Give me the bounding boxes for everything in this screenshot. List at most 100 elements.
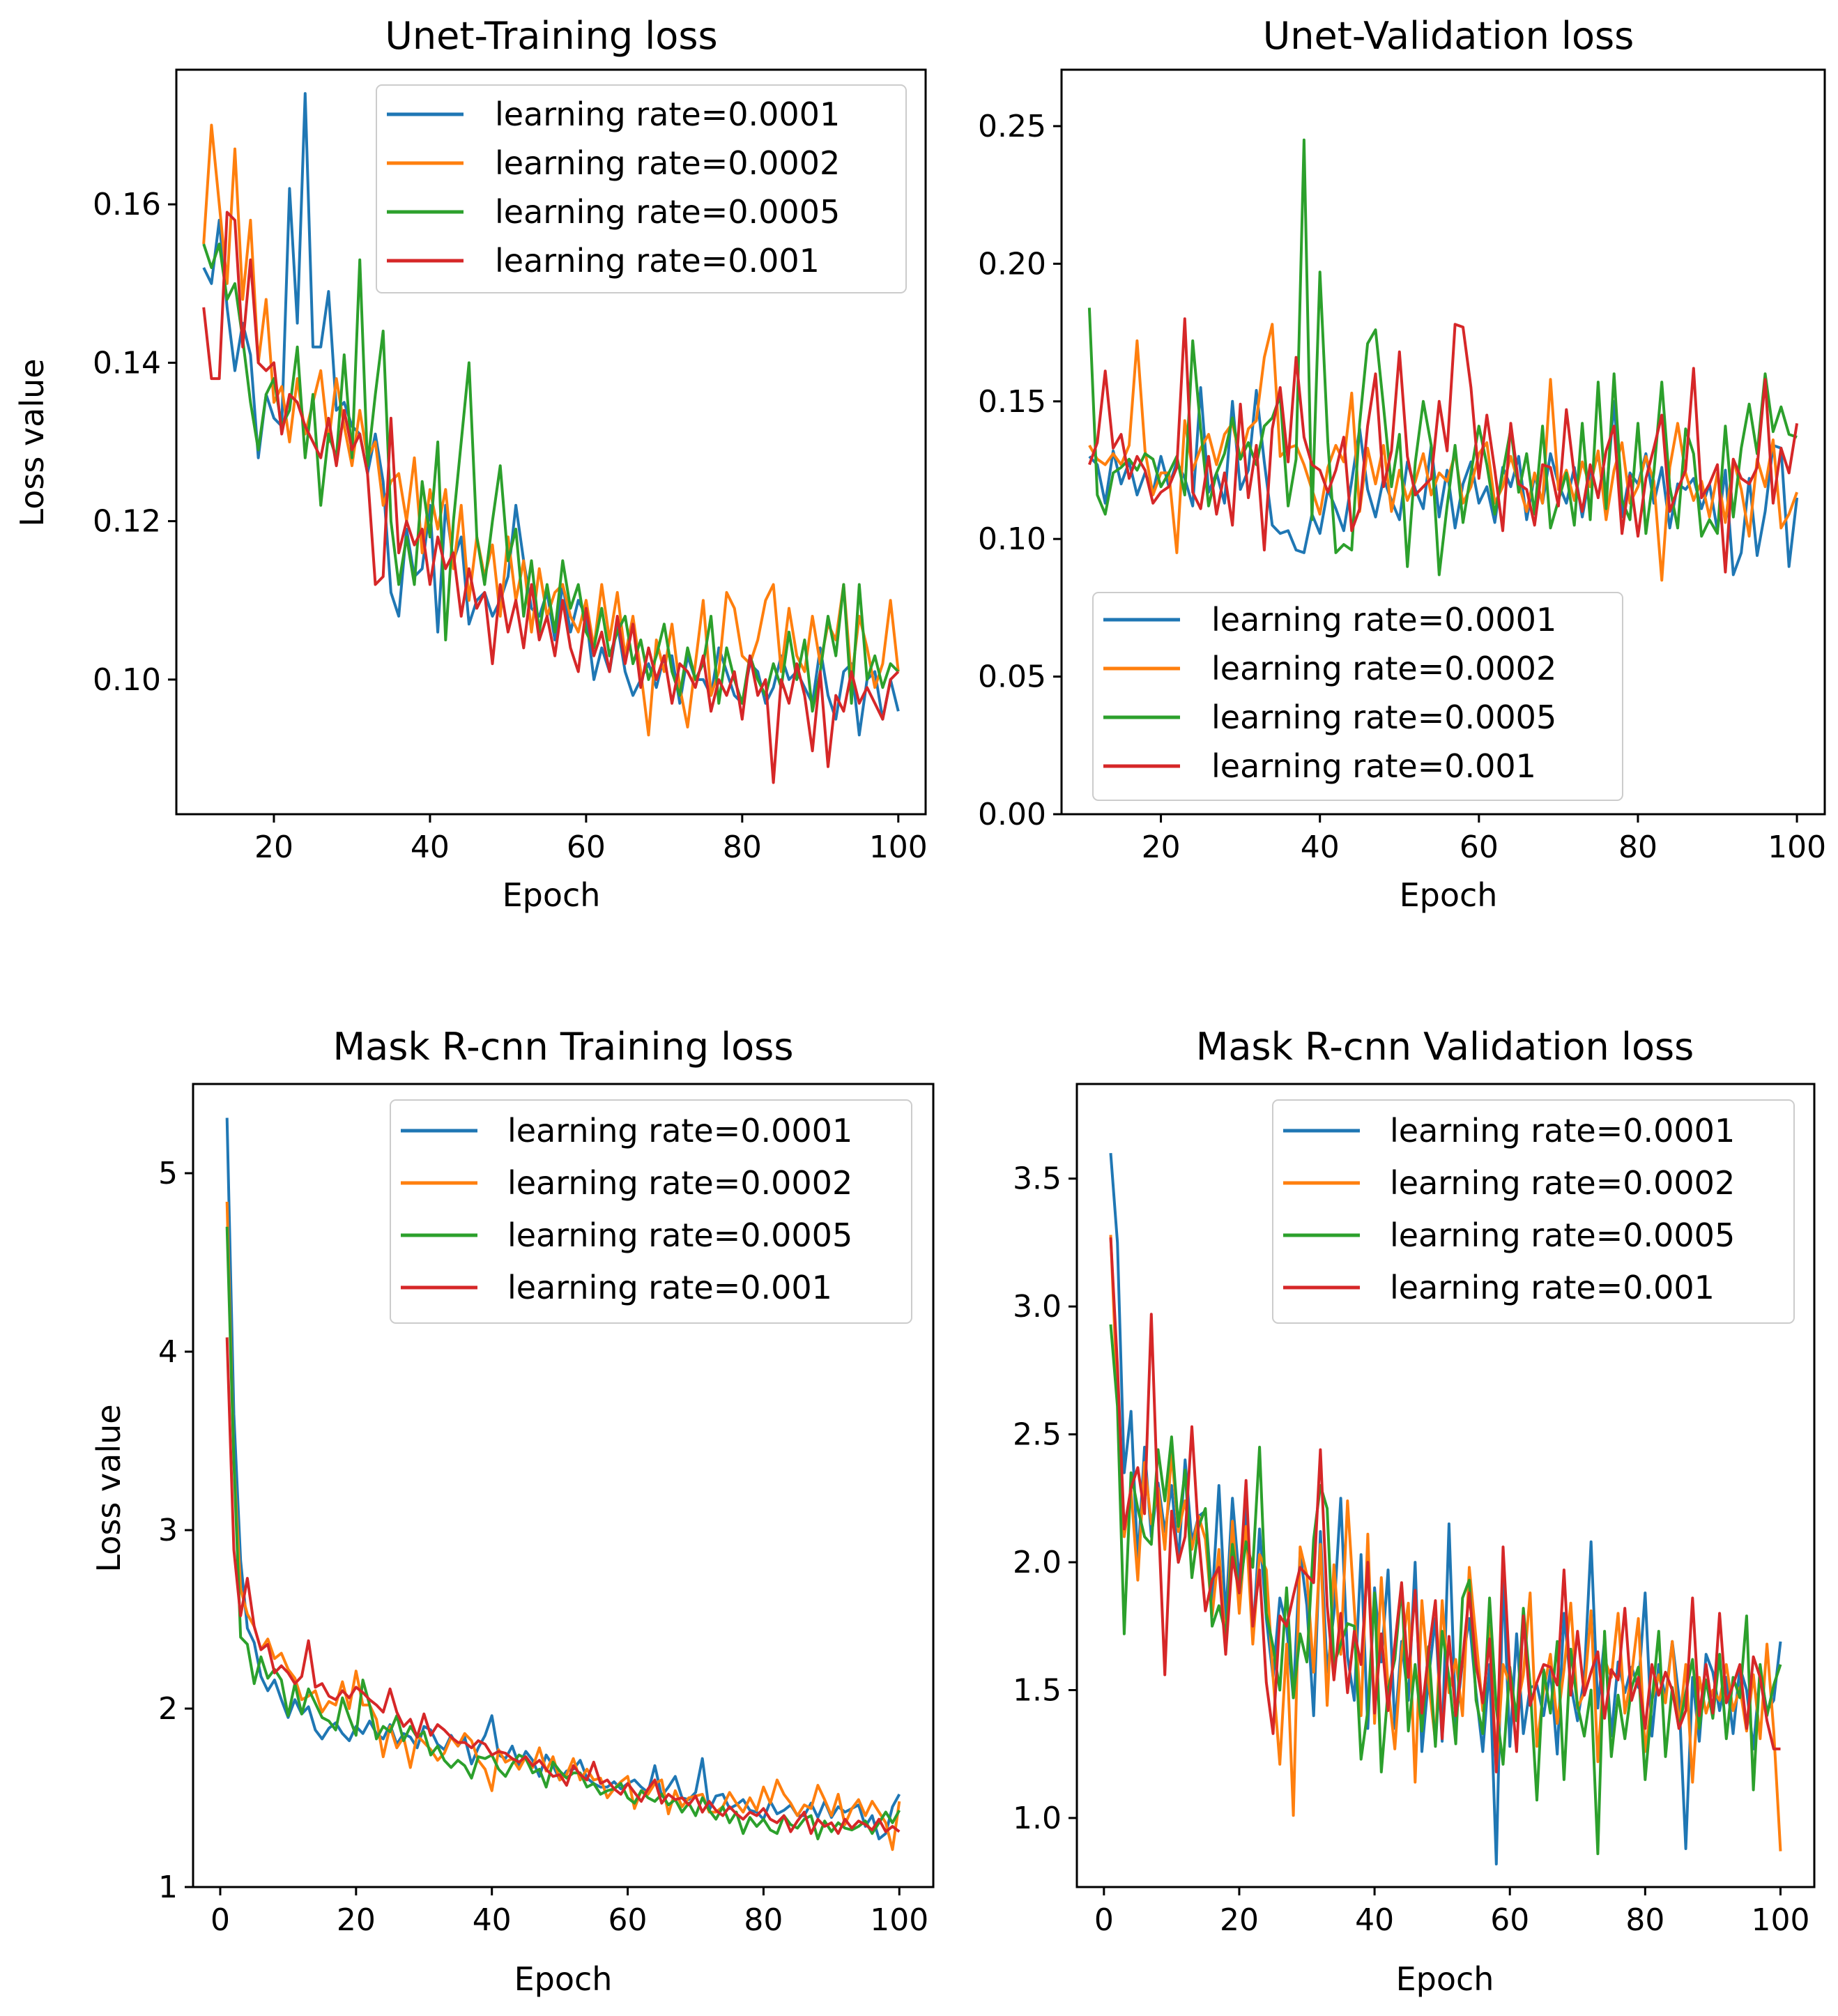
chart-title: Unet-Training loss <box>385 14 717 58</box>
legend-label-lr-0.0001: learning rate=0.0001 <box>1390 1112 1735 1150</box>
series-line-0.001 <box>225 1337 901 1835</box>
y-tick-label: 0.10 <box>978 521 1046 557</box>
series-line-0.0002 <box>1109 1235 1782 1851</box>
x-tick-label: 20 <box>1220 1902 1259 1938</box>
y-tick-label: 3.5 <box>1013 1161 1062 1197</box>
legend-label-lr-0.0001: learning rate=0.0001 <box>1211 601 1556 639</box>
y-tick-label: 0.14 <box>93 345 161 381</box>
ticks-group: 0 20 40 60 80 100 1.0 1.5 2.0 2.5 3.0 3.5 <box>1013 1161 1809 1938</box>
y-axis-label: Loss value <box>13 358 51 526</box>
x-tick-label: 100 <box>869 830 928 865</box>
panel-unet-validation: Unet-Validation loss Epoch 20 40 60 80 100 0.… <box>978 14 1826 914</box>
panel-unet-training: Unet-Training loss Epoch Loss value 20 40… <box>13 14 928 914</box>
y-tick-label: 0.12 <box>93 504 161 540</box>
plot-frame <box>192 1083 935 1888</box>
y-tick-label: 3 <box>158 1513 178 1548</box>
y-tick-label: 3.0 <box>1013 1289 1062 1324</box>
x-tick-label: 80 <box>723 830 762 865</box>
plot-frame <box>1060 68 1826 816</box>
x-tick-label: 80 <box>1625 1902 1664 1938</box>
x-tick-label: 60 <box>567 830 606 865</box>
series-line-0.001 <box>202 211 900 784</box>
y-tick-label: 0.20 <box>978 246 1046 282</box>
legend-box <box>390 1099 912 1324</box>
y-tick-label: 0.25 <box>978 109 1046 144</box>
legend-label-lr-0.0005: learning rate=0.0005 <box>495 193 840 231</box>
panel-maskrcnn-training: Mask R-cnn Training loss Epoch Loss valu… <box>90 1025 935 1998</box>
chart-title: Unet-Validation loss <box>1263 14 1634 58</box>
x-tick-label: 60 <box>1490 1902 1529 1938</box>
series-line-0.0005 <box>202 243 900 713</box>
x-tick-label: 60 <box>1460 830 1499 865</box>
series-line-0.0005 <box>1087 138 1798 576</box>
x-tick-label: 0 <box>210 1902 230 1938</box>
y-tick-label: 1.0 <box>1013 1801 1062 1836</box>
x-tick-label: 40 <box>1355 1902 1394 1938</box>
legend-label-lr-0.0005: learning rate=0.0005 <box>507 1216 852 1254</box>
x-axis-label: Epoch <box>503 876 601 914</box>
legend-label-lr-0.0002: learning rate=0.0002 <box>1390 1164 1735 1202</box>
series-lines <box>1087 138 1799 582</box>
legend-label-lr-0.001: learning rate=0.001 <box>1390 1269 1715 1306</box>
panel-maskrcnn-validation: Mask R-cnn Validation loss Epoch 0 20 40 60… <box>1013 1025 1816 1998</box>
y-tick-label: 2.5 <box>1013 1417 1062 1453</box>
legend-label-lr-0.0002: learning rate=0.0002 <box>507 1164 852 1202</box>
legend: learning rate=0.0001 learning rate=0.000… <box>1272 1099 1795 1324</box>
ticks-group: 20 40 60 80 100 0.10 0.12 0.14 0.16 <box>93 187 928 865</box>
y-tick-label: 4 <box>158 1334 178 1370</box>
legend-box <box>1272 1099 1795 1324</box>
x-tick-label: 40 <box>1301 830 1340 865</box>
legend-label-lr-0.001: learning rate=0.001 <box>495 242 820 280</box>
y-tick-label: 0.16 <box>93 187 161 222</box>
x-tick-label: 0 <box>1094 1902 1114 1938</box>
legend-label-lr-0.001: learning rate=0.001 <box>507 1269 832 1306</box>
y-tick-label: 0.05 <box>978 659 1046 695</box>
series-lines <box>1109 1152 1782 1865</box>
legend-label-lr-0.0001: learning rate=0.0001 <box>507 1112 852 1150</box>
series-line-0.0002 <box>1088 323 1798 582</box>
x-tick-label: 80 <box>744 1902 783 1938</box>
x-tick-label: 60 <box>608 1902 648 1938</box>
y-tick-label: 1 <box>158 1870 178 1905</box>
x-axis-label: Epoch <box>514 1960 613 1998</box>
y-tick-label: 5 <box>158 1156 178 1191</box>
series-lines <box>202 92 900 784</box>
ticks-group: 20 40 60 80 100 0.00 0.05 0.10 0.15 0.20 0.25 <box>978 109 1826 865</box>
legend-label-lr-0.0002: learning rate=0.0002 <box>495 144 840 182</box>
chart-title: Mask R-cnn Validation loss <box>1196 1025 1694 1069</box>
x-tick-label: 80 <box>1618 830 1657 865</box>
series-lines <box>225 1117 901 1851</box>
y-tick-label: 2.0 <box>1013 1545 1062 1580</box>
legend-label-lr-0.001: learning rate=0.001 <box>1211 747 1536 785</box>
legend-box <box>376 84 907 293</box>
x-tick-label: 20 <box>1142 830 1181 865</box>
x-tick-label: 40 <box>473 1902 512 1938</box>
legend: learning rate=0.0001 learning rate=0.000… <box>376 84 907 293</box>
y-tick-label: 0.00 <box>978 797 1046 832</box>
x-tick-label: 100 <box>870 1902 928 1938</box>
plot-frame <box>1075 1083 1816 1888</box>
legend-box <box>1092 592 1623 801</box>
y-tick-label: 2 <box>158 1691 178 1727</box>
y-tick-label: 1.5 <box>1013 1673 1062 1709</box>
x-axis-label: Epoch <box>1400 876 1498 914</box>
x-tick-label: 20 <box>337 1902 376 1938</box>
legend: learning rate=0.0001 learning rate=0.000… <box>1092 592 1623 801</box>
y-tick-label: 0.10 <box>93 662 161 698</box>
chart-title: Mask R-cnn Training loss <box>333 1025 794 1069</box>
legend-label-lr-0.0001: learning rate=0.0001 <box>495 96 840 133</box>
legend-label-lr-0.0005: learning rate=0.0005 <box>1390 1216 1735 1254</box>
legend-label-lr-0.0002: learning rate=0.0002 <box>1211 650 1556 687</box>
x-tick-label: 40 <box>411 830 450 865</box>
x-tick-label: 100 <box>1751 1902 1809 1938</box>
y-tick-label: 0.15 <box>978 384 1046 420</box>
series-line-0.001 <box>1109 1237 1781 1773</box>
x-axis-label: Epoch <box>1396 1960 1494 1998</box>
y-axis-label: Loss value <box>90 1404 128 1572</box>
series-line-0.001 <box>1088 317 1799 574</box>
ticks-group: 0 20 40 60 80 100 1 2 3 4 5 <box>158 1156 928 1938</box>
legend: learning rate=0.0001 learning rate=0.000… <box>390 1099 912 1324</box>
x-tick-label: 100 <box>1768 830 1826 865</box>
legend-label-lr-0.0005: learning rate=0.0005 <box>1211 698 1556 736</box>
